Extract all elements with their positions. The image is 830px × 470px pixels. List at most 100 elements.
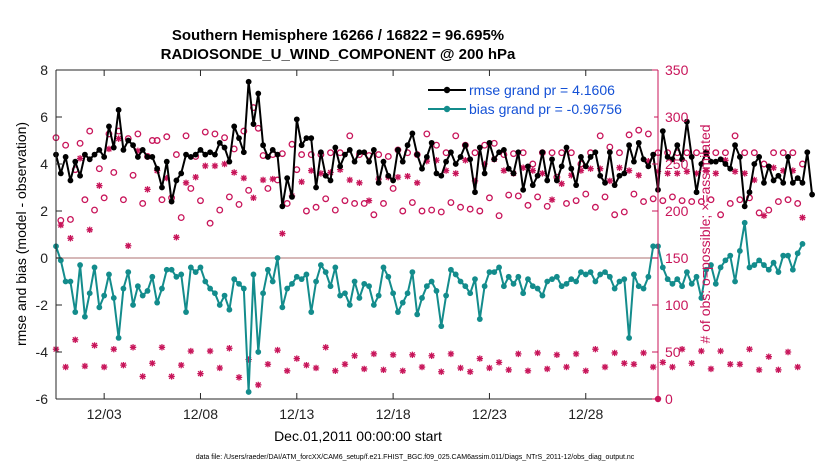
y-tick-label-right: 100	[665, 297, 689, 313]
series-obs-possible	[52, 104, 806, 227]
rmse-point	[746, 189, 753, 196]
rmse-point	[226, 158, 233, 165]
rmse-point	[375, 179, 382, 186]
obs-assimilated-point	[361, 365, 368, 373]
obs-possible-point	[158, 196, 166, 204]
rmse-point	[409, 130, 416, 137]
obs-possible-point	[736, 196, 744, 204]
series-bias	[53, 219, 806, 395]
bias-point	[255, 349, 262, 355]
rmse-point	[563, 144, 570, 151]
obs-possible-point	[384, 153, 392, 160]
obs-possible-point	[399, 207, 407, 215]
rmse-point	[476, 144, 483, 151]
bias-point	[683, 269, 690, 275]
obs-possible-point	[341, 197, 349, 205]
obs-assimilated-point	[587, 165, 594, 172]
bias-point	[592, 278, 599, 285]
rmse-point	[525, 163, 531, 170]
rmse-point	[621, 170, 628, 177]
obs-assimilated-point	[640, 349, 647, 357]
bias-point	[226, 306, 233, 313]
rmse-point	[534, 172, 541, 179]
bias-point	[298, 276, 305, 283]
obs-possible-point	[119, 196, 127, 204]
rmse-point	[419, 165, 425, 172]
rmse-point	[688, 154, 695, 160]
obs-possible-point	[635, 126, 643, 134]
obs-assimilated-point	[674, 170, 681, 177]
obs-assimilated-point	[693, 170, 700, 177]
bias-point	[332, 264, 339, 271]
chart-title-line1: Southern Hemisphere 16266 / 16822 = 96.6…	[172, 27, 504, 44]
obs-assimilated-point	[274, 346, 281, 354]
rmse-point	[602, 179, 608, 186]
x-tick-label: 12/28	[568, 406, 603, 422]
obs-possible-point	[616, 149, 623, 157]
bias-point	[144, 288, 151, 294]
bias-point	[260, 290, 266, 297]
obs-assimilated-point	[727, 361, 734, 368]
obs-possible-point	[177, 214, 185, 222]
bias-point	[645, 273, 652, 280]
obs-possible-point	[466, 205, 474, 213]
bias-point	[163, 266, 170, 273]
bias-point	[346, 302, 353, 308]
bias-point	[467, 290, 474, 297]
obs-assimilated-point	[365, 197, 373, 204]
bias-point	[428, 278, 435, 285]
x-tick-label: 12/03	[87, 406, 122, 422]
obs-possible-point	[327, 149, 334, 157]
bias-point	[476, 316, 483, 322]
obs-possible-point	[346, 132, 354, 140]
obs-possible-point	[625, 131, 633, 139]
rmse-point	[457, 154, 464, 160]
rmse-point	[645, 163, 652, 170]
rmse-point	[732, 142, 738, 149]
bias-point	[780, 252, 787, 259]
rmse-point	[149, 154, 156, 160]
obs-assimilated-point	[327, 169, 334, 176]
obs-assimilated-point	[770, 164, 777, 171]
rmse-point	[250, 121, 257, 127]
obs-possible-point	[481, 141, 489, 149]
bias-point	[134, 283, 141, 290]
rmse-point	[553, 177, 560, 184]
bias-point	[510, 280, 517, 287]
y-tick-label-right: 50	[665, 344, 681, 360]
y-tick-label-right: 350	[665, 62, 689, 78]
obs-possible-point	[620, 208, 628, 216]
bias-point	[611, 285, 618, 292]
obs-assimilated-point	[322, 344, 329, 351]
obs-assimilated-point	[548, 196, 556, 203]
rmse-point	[62, 154, 69, 160]
bias-point	[106, 271, 112, 278]
rmse-point	[789, 179, 796, 186]
obs-possible-point	[312, 203, 320, 211]
obs-possible-point	[307, 151, 315, 159]
rmse-point	[544, 177, 551, 184]
y-tick-label-right: 0	[665, 391, 673, 407]
obs-assimilated-point	[649, 363, 657, 371]
obs-assimilated-point	[659, 359, 667, 366]
rmse-point	[597, 172, 604, 179]
obs-assimilated-point	[553, 351, 561, 359]
bias-point	[216, 302, 223, 308]
bias-point	[525, 276, 531, 283]
rmse-point	[765, 163, 772, 170]
rmse-point	[260, 142, 266, 149]
obs-possible-point	[452, 132, 460, 140]
rmse-point	[289, 194, 295, 200]
obs-assimilated-point	[476, 355, 484, 362]
y-tick-label-left: -4	[36, 344, 49, 360]
y-tick-label-left: 4	[40, 156, 48, 172]
bias-point	[693, 273, 700, 280]
obs-possible-point	[433, 141, 440, 149]
obs-assimilated-point	[279, 230, 286, 237]
obs-possible-point	[668, 193, 676, 201]
obs-possible-point	[81, 196, 89, 204]
rmse-point	[761, 179, 767, 186]
obs-assimilated-point	[524, 367, 532, 374]
obs-assimilated-point	[346, 176, 353, 184]
bias-point	[380, 264, 387, 271]
